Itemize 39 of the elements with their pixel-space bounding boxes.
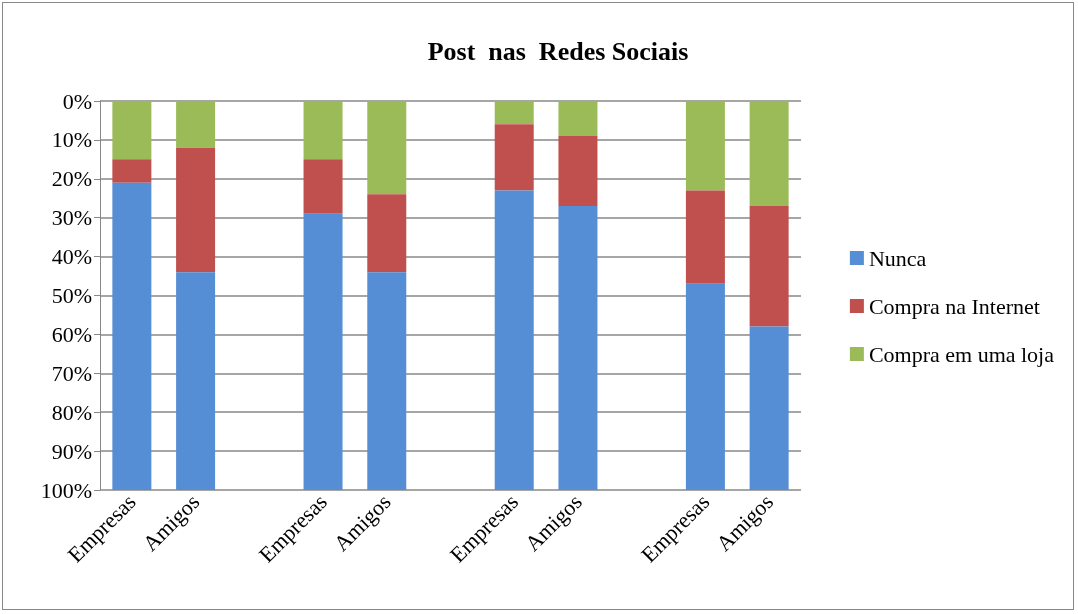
bar (112, 182, 152, 490)
bar (176, 272, 216, 490)
y-tick-label: 10% (51, 127, 92, 153)
y-tick-label: 80% (51, 399, 92, 425)
bar (303, 159, 343, 214)
legend-label: Nunca (868, 245, 927, 271)
bar (367, 194, 407, 273)
bar (685, 283, 725, 490)
y-tick-label: 40% (51, 244, 92, 270)
bar (749, 326, 789, 490)
bar (558, 206, 598, 490)
bar (558, 101, 598, 137)
y-tick-label: 30% (51, 205, 92, 231)
legend-label: Compra em uma loja (868, 341, 1055, 367)
bar (176, 101, 216, 148)
y-tick-label: 70% (51, 360, 92, 386)
bar (494, 190, 534, 490)
y-tick-label: 100% (40, 477, 92, 503)
chart-title: Post nas Redes Sociais (427, 36, 689, 66)
y-tick-label: 90% (51, 438, 92, 464)
bar (367, 272, 407, 490)
bar (112, 101, 152, 160)
bar (685, 190, 725, 284)
bar (494, 101, 534, 125)
bar (303, 101, 343, 160)
bar (749, 206, 789, 327)
y-tick-label: 60% (51, 321, 92, 347)
bar (494, 124, 534, 191)
bar (558, 136, 598, 207)
legend-label: Compra na Internet (868, 293, 1040, 319)
y-tick-label: 20% (51, 166, 92, 192)
y-tick-label: 0% (62, 88, 92, 114)
bar (112, 159, 152, 183)
y-tick-label: 50% (51, 283, 92, 308)
bar (749, 101, 789, 207)
bar (367, 101, 407, 195)
bar (176, 147, 216, 273)
bar (685, 101, 725, 191)
bar (303, 213, 343, 490)
